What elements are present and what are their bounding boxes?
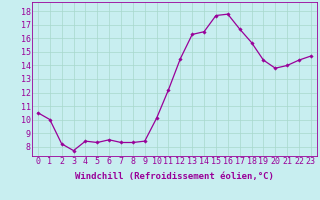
X-axis label: Windchill (Refroidissement éolien,°C): Windchill (Refroidissement éolien,°C) [75, 172, 274, 181]
